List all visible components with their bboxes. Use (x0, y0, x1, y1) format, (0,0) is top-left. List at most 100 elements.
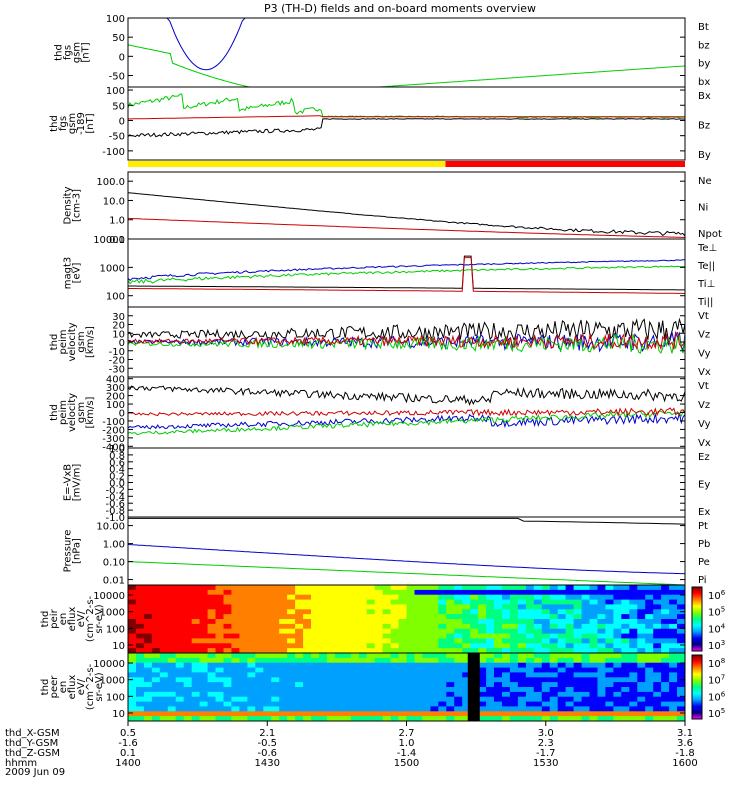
spectrum-cell (366, 667, 376, 674)
spectrum-cell (541, 599, 551, 606)
spectrum-cell (279, 643, 288, 649)
spectrum-cell (406, 589, 416, 596)
spectrum-cell (621, 696, 630, 703)
spectrum-cell (398, 633, 408, 640)
legend-Ez: Ez (698, 452, 710, 463)
spectrum-cell (406, 711, 416, 717)
spectrum-cell (517, 657, 527, 664)
spectrum-cell (565, 619, 575, 625)
spectrum-cell (406, 706, 416, 712)
spectrum-cell (398, 696, 408, 703)
spectrum-cell (533, 687, 543, 693)
spectrum-cell (191, 701, 201, 708)
y-tick-label: -20 (109, 356, 125, 367)
y-tick-label: 1000 (100, 263, 125, 274)
spectrum-cell (637, 643, 646, 649)
spectrum-cell (167, 609, 177, 615)
spectrum-cell (303, 691, 312, 698)
spectrum-cell (183, 643, 193, 649)
spectrum-cell (414, 599, 424, 606)
spectrum-cell (390, 701, 400, 708)
spectrum-cell (486, 599, 495, 606)
spectrum-cell (311, 599, 320, 606)
spectrum-cell (326, 677, 336, 683)
spectrum-cell (525, 623, 535, 630)
y-axis-label: velocity (67, 322, 78, 361)
spectrum-cell (287, 585, 296, 591)
spectrum-cell (509, 716, 519, 721)
series-vz (128, 331, 685, 351)
data-gap (467, 653, 480, 721)
spectrum-cell (295, 711, 304, 717)
spectrum-cell (525, 696, 535, 703)
spectrum-cell (653, 604, 662, 610)
spectrum-cell (398, 614, 408, 620)
spectrum-cell (263, 687, 272, 693)
spectrum-cell (414, 696, 424, 703)
spectrum-cell (287, 623, 296, 630)
spectrum-cell (319, 594, 328, 601)
spectrum-cell (541, 628, 551, 635)
spectrum-cell (342, 589, 352, 596)
spectrum-cell (629, 653, 638, 659)
spectrum-cell (199, 662, 209, 669)
spectrum-cell (191, 585, 201, 591)
spectrum-cell (613, 619, 622, 625)
spectrum-cell (462, 594, 471, 601)
spectrum-cell (613, 643, 622, 649)
spectrum-cell (430, 657, 439, 664)
spectrum-cell (486, 687, 495, 693)
series-bx (128, 118, 685, 138)
y-tick-label: 10.0 (103, 196, 125, 207)
spectrum-cell (430, 619, 439, 625)
spectrum-cell (525, 604, 535, 610)
spectrum-cell (151, 701, 161, 708)
spectrum-cell (143, 628, 153, 635)
spectrum-cell (263, 706, 272, 712)
spectrum-cell (565, 667, 575, 674)
spectrum-cell (342, 623, 352, 630)
spectrum-cell (239, 585, 248, 591)
spectrum-cell (231, 706, 240, 712)
spectrum-cell (581, 706, 591, 712)
spectrum-cell (191, 594, 201, 601)
spectrum-cell (311, 643, 320, 649)
spectrum-cell (223, 628, 233, 635)
spectrum-cell (374, 585, 384, 591)
spectrum-cell (247, 648, 256, 653)
spectrum-cell (581, 696, 591, 703)
spectrum-cell (661, 662, 670, 669)
spectrum-cell (215, 701, 225, 708)
spectrum-cell (207, 619, 217, 625)
spectrum-cell (653, 589, 662, 596)
spectrum-cell (589, 643, 599, 649)
spectrum-cell (358, 614, 368, 620)
spectrum-cell (438, 706, 447, 712)
spectrum-cell (382, 623, 392, 630)
spectrum-cell (255, 657, 264, 664)
spectrum-cell (589, 696, 599, 703)
spectrum-cell (533, 672, 543, 678)
spectrum-cell (661, 599, 670, 606)
date-label: 2009 Jun 09 (5, 767, 65, 778)
spectrum-cell (661, 589, 670, 596)
spectrum-cell (517, 604, 527, 610)
spectrum-cell (653, 667, 662, 674)
spectrum-cell (271, 599, 280, 606)
spectrum-cell (358, 682, 368, 688)
spectrum-cell (422, 716, 431, 721)
spectrum-cell (175, 638, 185, 644)
spectrum-cell (653, 638, 662, 644)
spectrum-cell (597, 628, 607, 635)
spectrum-cell (509, 643, 519, 649)
spectrum-cell (382, 589, 392, 596)
spectrum-cell (398, 599, 408, 606)
spectrum-cell (637, 614, 646, 620)
spectrum-cell (502, 604, 511, 610)
spectrum-cell (358, 657, 368, 664)
series-ti-par (128, 265, 685, 285)
spectrum-cell (446, 682, 455, 688)
spectrum-cell (183, 662, 193, 669)
spectrum-cell (326, 682, 336, 688)
spectrum-cell (287, 648, 296, 653)
